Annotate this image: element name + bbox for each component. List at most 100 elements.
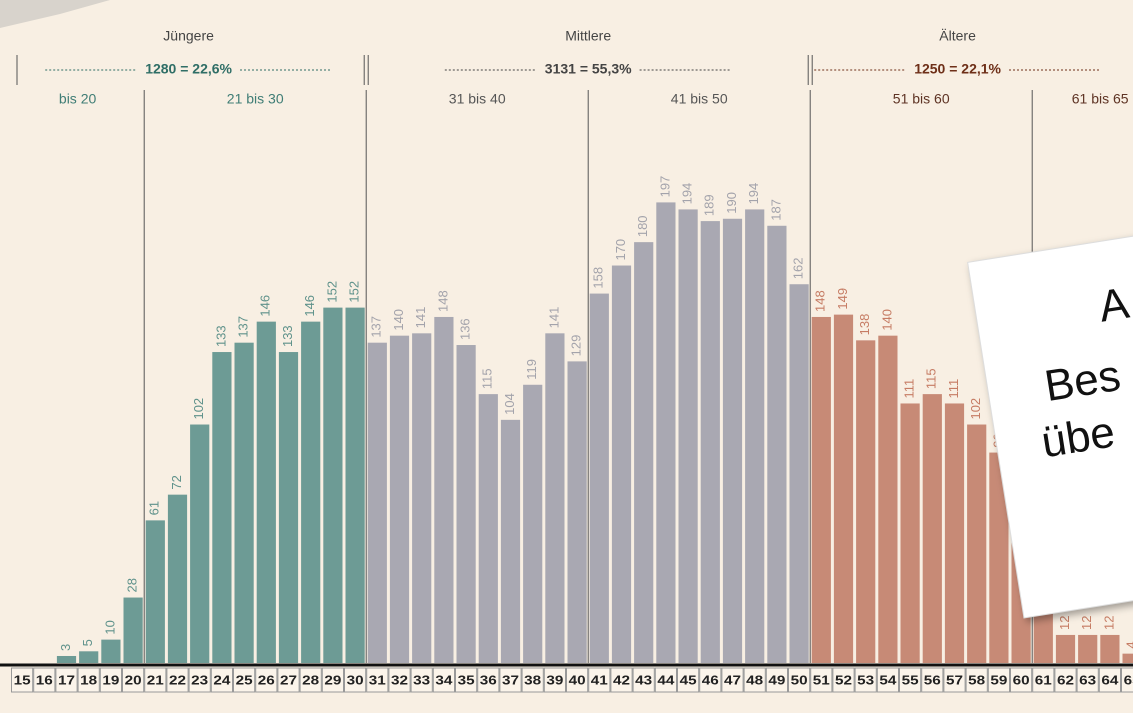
group-title: Jüngere xyxy=(163,28,214,44)
value-label: 141 xyxy=(546,307,561,329)
x-tick-box xyxy=(388,667,411,693)
x-tick-label: 19 xyxy=(102,672,119,687)
bar xyxy=(989,452,1009,663)
x-tick-box xyxy=(965,667,988,693)
age-band-label: 51 bis 60 xyxy=(893,91,950,107)
value-label: 148 xyxy=(435,290,450,312)
x-tick-box xyxy=(55,667,78,693)
x-tick-label: 28 xyxy=(302,672,319,687)
x-tick-label: 16 xyxy=(36,672,53,687)
x-tick-box xyxy=(77,667,100,693)
value-label: 12 xyxy=(1057,615,1072,629)
x-tick-label: 41 xyxy=(591,672,608,687)
value-label: 162 xyxy=(791,258,806,280)
x-tick-box xyxy=(410,667,433,693)
bar xyxy=(678,209,698,663)
bar xyxy=(1078,634,1098,663)
bar xyxy=(656,202,676,663)
value-label: 111 xyxy=(946,379,961,399)
x-tick-box xyxy=(588,667,611,693)
value-label: 190 xyxy=(724,192,739,214)
bar xyxy=(389,335,410,663)
bar xyxy=(833,314,854,663)
bar xyxy=(434,316,454,663)
x-tick-label: 17 xyxy=(58,672,75,687)
x-tick-label: 56 xyxy=(924,672,941,687)
value-label: 111 xyxy=(902,379,917,399)
bar xyxy=(878,335,898,663)
x-tick-label: 60 xyxy=(1013,672,1030,687)
bar xyxy=(545,333,565,663)
x-tick-box xyxy=(721,667,744,693)
x-tick-box xyxy=(233,667,256,693)
x-tick-box xyxy=(299,667,322,693)
corner-decoration xyxy=(0,0,110,28)
x-tick-box xyxy=(943,667,966,693)
value-label: 158 xyxy=(591,267,606,289)
bar xyxy=(456,345,476,663)
x-tick-box xyxy=(765,667,788,693)
note-text: übe xyxy=(1038,407,1118,467)
age-band-label: 61 bis 65 xyxy=(1072,91,1129,107)
x-tick-box xyxy=(521,667,544,693)
value-label: 137 xyxy=(369,316,384,338)
x-tick-label: 18 xyxy=(80,672,97,687)
bar xyxy=(212,352,232,663)
bar xyxy=(856,340,876,663)
x-tick-box xyxy=(654,667,677,693)
value-label: 152 xyxy=(324,281,339,303)
x-tick-box xyxy=(899,667,922,693)
bar xyxy=(722,218,743,663)
bar xyxy=(900,403,920,663)
x-tick-box xyxy=(277,667,300,693)
value-label: 10 xyxy=(102,620,117,634)
bar xyxy=(589,293,609,663)
bar xyxy=(256,321,276,663)
x-tick-label: 38 xyxy=(524,672,541,687)
x-tick-label: 37 xyxy=(502,672,519,687)
x-tick-label: 53 xyxy=(857,672,874,687)
x-tick-label: 36 xyxy=(480,672,497,687)
x-tick-box xyxy=(210,667,234,693)
x-tick-box xyxy=(1121,667,1133,693)
x-tick-box xyxy=(788,667,811,693)
x-tick-box xyxy=(632,667,655,693)
x-tick-label: 31 xyxy=(369,672,386,687)
age-band-label: 41 bis 50 xyxy=(671,91,728,107)
value-label: 141 xyxy=(413,307,428,329)
value-label: 146 xyxy=(258,295,273,317)
bar xyxy=(634,242,654,663)
x-tick-box xyxy=(810,667,833,693)
value-label: 138 xyxy=(857,314,872,336)
x-tick-label: 33 xyxy=(413,672,430,687)
x-tick-box xyxy=(1032,667,1055,693)
value-label: 136 xyxy=(458,318,473,340)
x-tick-box xyxy=(543,667,566,693)
x-tick-label: 61 xyxy=(1035,672,1052,687)
bar xyxy=(611,265,632,663)
value-label: 180 xyxy=(635,215,650,237)
x-tick-label: 27 xyxy=(280,672,297,687)
bar xyxy=(922,394,942,663)
x-tick-label: 45 xyxy=(680,672,697,687)
bar xyxy=(523,384,543,663)
x-tick-label: 44 xyxy=(657,672,675,687)
value-label: 133 xyxy=(280,325,295,347)
value-label: 140 xyxy=(879,309,894,331)
x-tick-label: 50 xyxy=(791,672,808,687)
group-total: 3131 = 55,3% xyxy=(545,61,632,77)
x-tick-label: 52 xyxy=(835,672,852,687)
value-label: 115 xyxy=(480,368,495,389)
x-tick-label: 55 xyxy=(902,672,919,687)
x-tick-box xyxy=(477,667,500,693)
x-tick-label: 24 xyxy=(213,672,231,687)
x-tick-label: 57 xyxy=(946,672,963,687)
bar xyxy=(1100,634,1120,663)
bar xyxy=(1055,634,1076,663)
bar xyxy=(345,307,365,663)
value-label: 61 xyxy=(147,501,162,515)
x-tick-label: 63 xyxy=(1079,672,1096,687)
value-label: 72 xyxy=(169,475,184,489)
x-tick-label: 29 xyxy=(324,672,341,687)
